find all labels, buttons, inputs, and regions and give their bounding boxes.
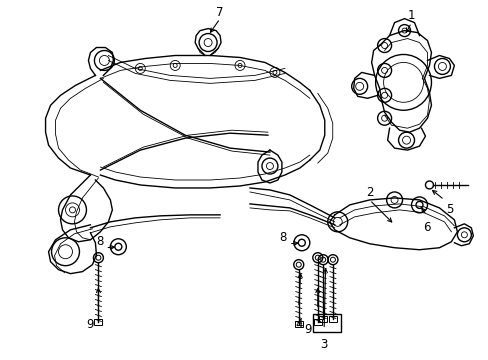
Text: 7: 7 <box>216 6 224 19</box>
Bar <box>94 319 102 325</box>
Text: 6: 6 <box>422 221 429 234</box>
Text: 8: 8 <box>97 235 104 248</box>
Text: 9: 9 <box>304 323 311 336</box>
Text: 2: 2 <box>365 186 373 199</box>
Bar <box>294 321 302 328</box>
Bar <box>319 316 326 323</box>
Text: 4: 4 <box>294 318 302 331</box>
Text: 3: 3 <box>320 338 327 351</box>
Bar <box>328 316 336 323</box>
Text: 8: 8 <box>279 231 286 244</box>
Bar <box>313 319 321 325</box>
Text: 5: 5 <box>445 203 452 216</box>
Text: 1: 1 <box>407 9 414 22</box>
Bar <box>313 315 340 332</box>
Text: 9: 9 <box>86 318 94 331</box>
